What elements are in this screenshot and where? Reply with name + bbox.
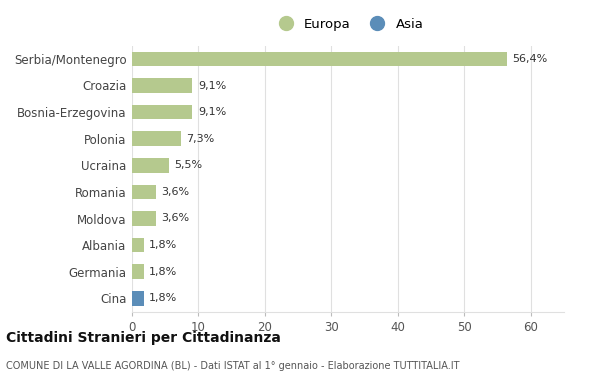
Bar (132, 78, 193, 93)
Bar (132, 105, 193, 119)
Text: 1,8%: 1,8% (149, 240, 178, 250)
Text: Cittadini Stranieri per Cittadinanza: Cittadini Stranieri per Cittadinanza (6, 331, 281, 345)
Text: 7,3%: 7,3% (186, 134, 214, 144)
Bar (132, 291, 144, 306)
Text: 1,8%: 1,8% (149, 293, 178, 303)
Bar (132, 264, 144, 279)
Bar (132, 238, 144, 252)
Text: 5,5%: 5,5% (174, 160, 202, 170)
Text: 9,1%: 9,1% (198, 107, 226, 117)
Text: COMUNE DI LA VALLE AGORDINA (BL) - Dati ISTAT al 1° gennaio - Elaborazione TUTTI: COMUNE DI LA VALLE AGORDINA (BL) - Dati … (6, 361, 460, 370)
Bar (132, 211, 156, 226)
Text: 1,8%: 1,8% (149, 267, 178, 277)
Bar (132, 52, 507, 66)
Text: 9,1%: 9,1% (198, 81, 226, 90)
Bar (132, 158, 169, 173)
Text: 3,6%: 3,6% (161, 187, 190, 197)
Text: 56,4%: 56,4% (512, 54, 547, 64)
Bar (132, 185, 156, 199)
Bar (132, 131, 181, 146)
Text: 3,6%: 3,6% (161, 214, 190, 223)
Legend: Europa, Asia: Europa, Asia (270, 16, 426, 34)
